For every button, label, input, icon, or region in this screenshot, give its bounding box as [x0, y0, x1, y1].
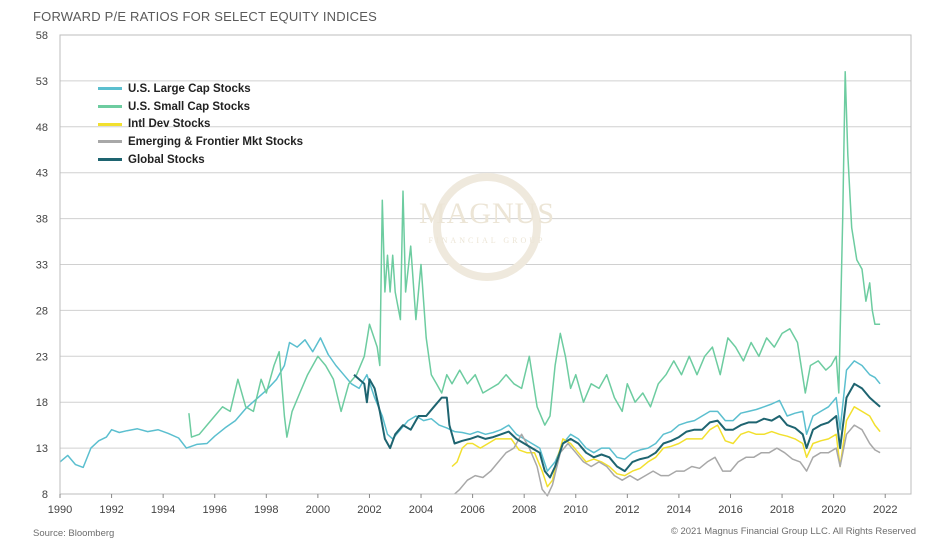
legend-item: Intl Dev Stocks [98, 115, 303, 133]
x-tick-label: 1998 [254, 504, 278, 516]
series-line-4 [454, 424, 881, 497]
x-tick-label: 2004 [409, 504, 433, 516]
x-tick-label: 2018 [770, 504, 794, 516]
x-tick-label: 1994 [151, 504, 175, 516]
chart-title: FORWARD P/E RATIOS FOR SELECT EQUITY IND… [33, 9, 377, 24]
plot-area-border [59, 34, 912, 495]
series-lines [59, 70, 881, 497]
x-tick-label: 2022 [873, 504, 897, 516]
legend-item: Global Stocks [98, 151, 303, 169]
series-line-5 [353, 373, 881, 479]
watermark-subtext: FINANCIAL GROUP [429, 236, 546, 245]
legend-swatch [98, 140, 122, 144]
legend-label: Emerging & Frontier Mkt Stocks [128, 135, 304, 148]
y-axis-ticks: 8 13 18 23 28 33 38 43 48 53 58 [36, 30, 48, 501]
y-tick-label: 33 [36, 260, 48, 272]
x-tick-label: 2014 [667, 504, 691, 516]
x-tick-label: 2020 [821, 504, 845, 516]
legend-label: Intl Dev Stocks [128, 118, 211, 131]
legend-item: U.S. Small Cap Stocks [98, 98, 303, 116]
x-tick-label: 1996 [202, 504, 226, 516]
legend-item: Emerging & Frontier Mkt Stocks [98, 133, 303, 151]
y-tick-label: 23 [36, 351, 48, 363]
x-tick-label: 1992 [99, 504, 123, 516]
y-tick-label: 8 [42, 489, 48, 501]
source-note: Source: Bloomberg [33, 528, 115, 539]
legend-label: Global Stocks [128, 153, 205, 166]
y-tick-label: 18 [36, 397, 48, 409]
y-tick-label: 53 [36, 76, 48, 88]
x-tick-label: 2010 [564, 504, 588, 516]
y-tick-label: 38 [36, 214, 48, 226]
legend: U.S. Large Cap Stocks U.S. Small Cap Stoc… [98, 80, 303, 168]
legend-label: U.S. Large Cap Stocks [128, 82, 251, 95]
x-tick-label: 2006 [460, 504, 484, 516]
watermark-logo: MAGNUS FINANCIAL GROUP [419, 173, 555, 281]
legend-swatch [98, 87, 122, 91]
legend-swatch [98, 105, 122, 109]
series-line-3 [451, 406, 881, 488]
y-tick-label: 58 [36, 30, 48, 42]
legend-item: U.S. Large Cap Stocks [98, 80, 303, 98]
x-axis-ticks: 1990 1992 1994 1996 1998 2000 2002 2004 2006 2008… [48, 494, 897, 516]
copyright-note: © 2021 Magnus Financial Group LLC. All R… [670, 526, 916, 537]
y-tick-label: 48 [36, 122, 48, 134]
y-tick-label: 13 [36, 443, 48, 455]
y-tick-label: 43 [36, 168, 48, 180]
x-tick-label: 2016 [718, 504, 742, 516]
legend-label: U.S. Small Cap Stocks [128, 100, 251, 113]
y-tick-label: 28 [36, 305, 48, 317]
series-line-2 [188, 70, 881, 438]
series-line-1 [59, 337, 881, 472]
x-tick-label: 2002 [357, 504, 381, 516]
x-tick-label: 2000 [306, 504, 330, 516]
x-tick-label: 2008 [512, 504, 536, 516]
x-tick-label: 1990 [48, 504, 72, 516]
watermark-text: MAGNUS [419, 197, 555, 230]
legend-swatch [98, 158, 122, 162]
plot-frame [59, 34, 912, 495]
legend-swatch [98, 122, 122, 126]
x-tick-label: 2012 [615, 504, 639, 516]
